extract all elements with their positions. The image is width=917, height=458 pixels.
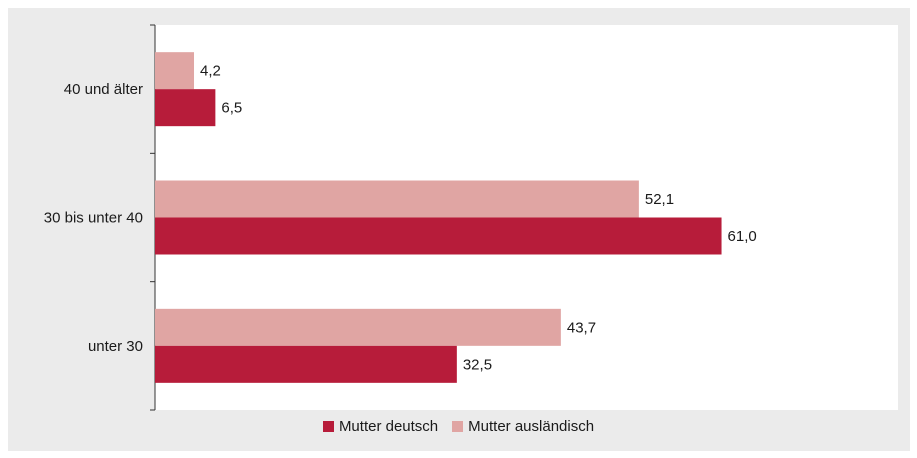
category-label-unter-30: unter 30 [88, 338, 143, 355]
bar-mutter-deutsch-unter-30 [155, 345, 457, 383]
value-label-mutter-deutsch-40-und-aelter: 6,5 [221, 100, 242, 117]
legend-label-mutter-deutsch: Mutter deutsch [338, 417, 439, 435]
bar-mutter-deutsch-30-bis-unter-40 [155, 217, 722, 255]
bar-mutter-deutsch-40-und-aelter [155, 89, 216, 127]
bar-mutter-auslaendisch-unter-30 [155, 308, 561, 346]
legend-swatch-mutter-auslaendisch [452, 420, 464, 432]
bar-mutter-auslaendisch-30-bis-unter-40 [155, 180, 639, 218]
legend-swatch-mutter-deutsch [322, 420, 334, 432]
value-label-mutter-auslaendisch-30-bis-unter-40: 52,1 [645, 191, 674, 208]
legend-item-mutter-deutsch: Mutter deutsch [322, 417, 439, 435]
value-label-mutter-deutsch-unter-30: 32,5 [463, 356, 492, 373]
legend-label-mutter-auslaendisch: Mutter ausländisch [468, 417, 595, 435]
bar-mutter-auslaendisch-40-und-aelter [155, 52, 195, 90]
category-label-30-bis-unter-40: 30 bis unter 40 [44, 210, 143, 227]
value-label-mutter-auslaendisch-40-und-aelter: 4,2 [200, 63, 221, 80]
legend: Mutter deutsch Mutter ausländisch [0, 414, 917, 438]
value-label-mutter-deutsch-30-bis-unter-40: 61,0 [728, 228, 757, 245]
legend-item-mutter-auslaendisch: Mutter ausländisch [452, 418, 594, 435]
category-label-40-und-aelter: 40 und älter [64, 81, 143, 98]
value-label-mutter-auslaendisch-unter-30: 43,7 [567, 319, 596, 336]
